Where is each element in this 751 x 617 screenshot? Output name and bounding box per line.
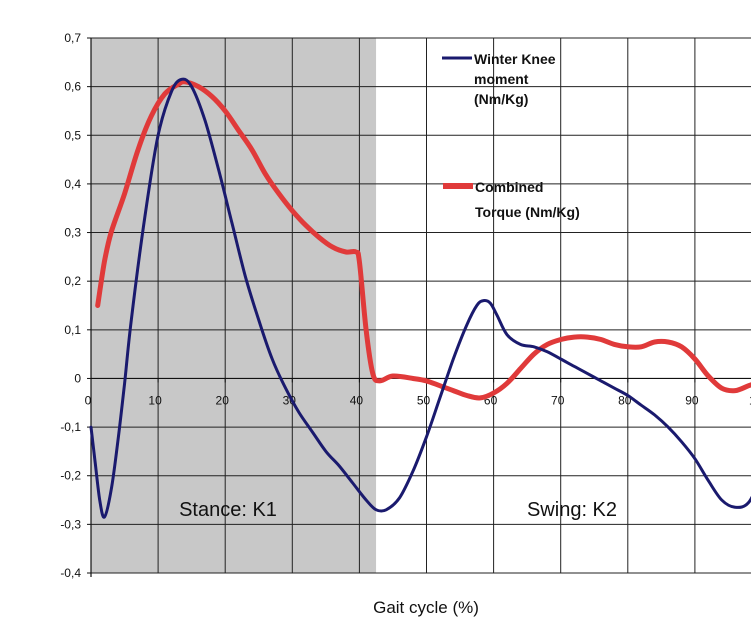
x-axis-title: Gait cycle (%) <box>373 598 479 617</box>
region-label: Swing: K2 <box>527 499 617 521</box>
y-tick-label: -0,3 <box>60 517 81 531</box>
y-tick-label: 0,6 <box>64 80 81 94</box>
y-tick-label: -0,1 <box>60 420 81 434</box>
x-tick-label: 20 <box>216 393 230 407</box>
y-tick-label: -0,4 <box>60 566 81 580</box>
y-tick-label: 0,4 <box>64 177 81 191</box>
x-tick-label: 100 <box>749 393 751 407</box>
x-tick-label: 70 <box>551 393 565 407</box>
legend-label: Winter Knee moment (Nm/Kg) <box>474 51 556 107</box>
y-tick-label: 0,2 <box>64 274 81 288</box>
series-line-1 <box>95 79 751 401</box>
y-tick-label: -0,2 <box>60 469 81 483</box>
x-tick-label: 10 <box>148 393 162 407</box>
series-line-0 <box>89 77 751 519</box>
x-tick-label: 0 <box>85 393 92 407</box>
y-tick-label: 0,3 <box>64 226 81 240</box>
series-layer <box>89 77 751 519</box>
region-label: Stance: K1 <box>179 499 277 521</box>
legend: Winter Knee moment (Nm/Kg) Combined Torque (… <box>442 51 580 220</box>
y-tick-labels: 0,7 0,6 0,5 0,4 0,3 0,2 0,1 0 -0,1 -0,2 -0,3 -0,4 <box>60 31 81 580</box>
x-tick-label: 40 <box>350 393 364 407</box>
x-tick-label: 90 <box>685 393 699 407</box>
region-1 <box>376 38 751 573</box>
regions-layer <box>91 38 751 573</box>
y-tick-label: 0,7 <box>64 31 81 45</box>
y-tick-label: 0,1 <box>64 323 81 337</box>
y-tick-label: 0,5 <box>64 128 81 142</box>
legend-label: Combined Torque (Nm/Kg) <box>475 179 580 220</box>
y-tick-label: 0 <box>74 371 81 385</box>
region-labels: Stance: K1 Swing: K2 <box>179 499 617 521</box>
x-tick-label: 50 <box>417 393 431 407</box>
